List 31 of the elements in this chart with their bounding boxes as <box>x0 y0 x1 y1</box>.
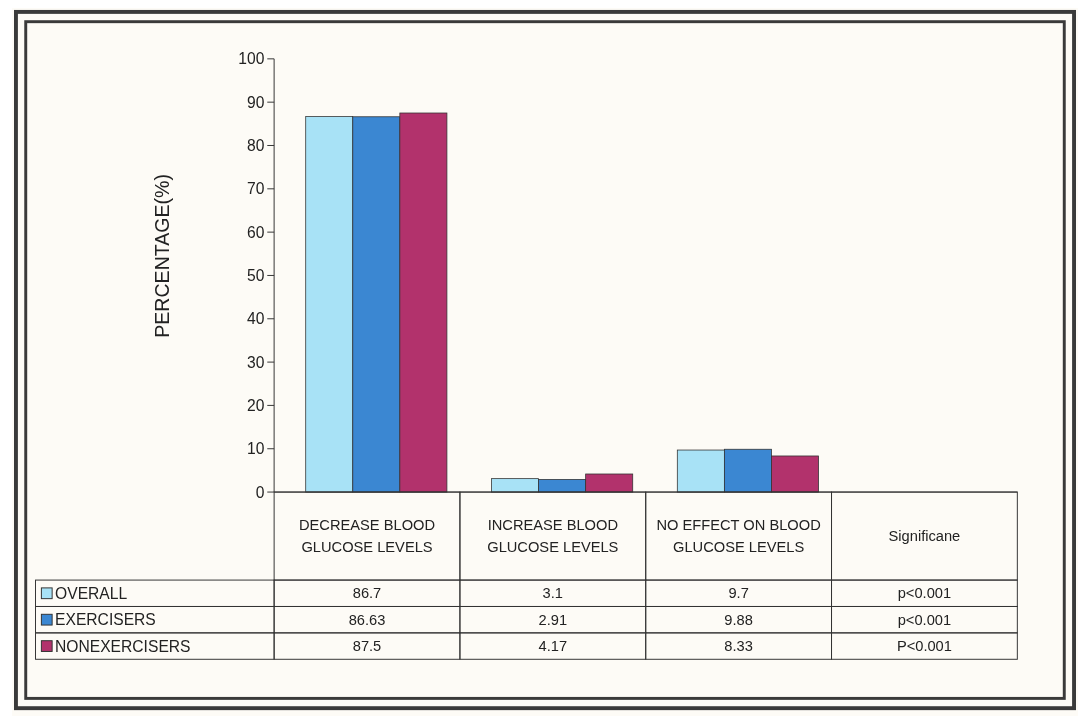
data-label: 86.7 <box>352 585 382 602</box>
y-tick-label: 70 <box>246 180 265 198</box>
y-tick-label: 50 <box>246 266 265 284</box>
text: p<0.001 <box>897 585 952 602</box>
y-tick-label: 90 <box>246 93 265 111</box>
data-label: 9.7 <box>728 585 749 602</box>
y-tick-label: 100 <box>238 50 265 68</box>
y-tick-label: 0 <box>255 483 265 501</box>
data-label: 86.63 <box>348 611 386 628</box>
text: P<0.001 <box>896 638 952 655</box>
data-label: 3.1 <box>542 585 564 602</box>
y-tick-label: 20 <box>246 396 265 414</box>
data-label: 4.17 <box>538 638 568 655</box>
y-tick-label: 60 <box>246 223 265 241</box>
legend-label: OVERALL <box>55 584 128 602</box>
data-label: 2.91 <box>538 611 568 628</box>
y-tick-label: 10 <box>246 440 265 458</box>
x-tick-label: INCREASE BLOOD GLUCOSE LEVELS <box>487 517 619 555</box>
x-tick-label: Significane <box>888 528 961 545</box>
y-tick-label: 40 <box>246 310 265 328</box>
x-tick-label: NO EFFECT ON BLOOD GLUCOSE LEVELS <box>656 517 821 555</box>
data-label: 9.88 <box>724 611 753 628</box>
y-tick-label: 80 <box>246 136 265 154</box>
data-label: 8.33 <box>724 638 753 655</box>
legend-label: NONEXERCISERS <box>55 637 191 655</box>
y-axis-title: PERCENTAGE(%) <box>150 174 173 338</box>
data-label: 87.5 <box>352 638 382 655</box>
y-tick-label: 30 <box>246 353 265 371</box>
x-tick-label: DECREASE BLOOD GLUCOSE LEVELS <box>299 517 436 555</box>
legend-label: EXERCISERS <box>55 611 156 629</box>
text: p<0.001 <box>897 611 952 628</box>
